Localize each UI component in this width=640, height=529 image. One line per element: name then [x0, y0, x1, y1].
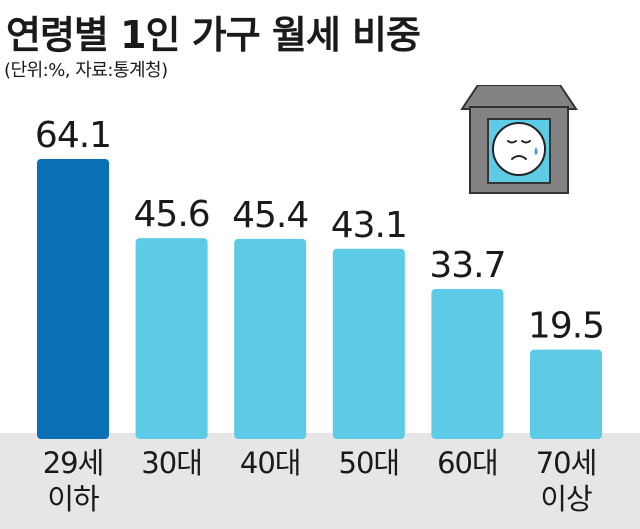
bar-1: [135, 238, 208, 439]
category-label-0: 29세 이하: [43, 446, 104, 516]
category-label-1: 30대: [141, 446, 202, 480]
bar-value-label-1: 45.6: [134, 194, 210, 235]
bar-value-label-3: 43.1: [331, 205, 407, 246]
category-label-2: 40대: [240, 446, 301, 480]
bar-5: [530, 349, 602, 439]
bar-0: [37, 159, 109, 439]
bar-value-label-5: 19.5: [528, 306, 604, 347]
bar-value-label-2: 45.4: [232, 195, 308, 236]
category-label-3: 50대: [339, 446, 400, 480]
category-label-4: 60대: [437, 446, 498, 480]
bar-value-label-0: 64.1: [35, 115, 111, 156]
chart-subtitle: (단위:%, 자료:통계청): [4, 60, 168, 81]
chart-title: 연령별 1인 가구 월세 비중: [6, 13, 421, 57]
bar-4: [431, 288, 504, 439]
bar-value-label-4: 33.7: [429, 245, 505, 286]
category-band: [0, 433, 640, 529]
bar-3: [332, 248, 405, 439]
bar-2: [234, 238, 307, 439]
crying-face-in-house-icon: [460, 85, 578, 194]
category-label-5: 70세 이상: [536, 446, 597, 516]
